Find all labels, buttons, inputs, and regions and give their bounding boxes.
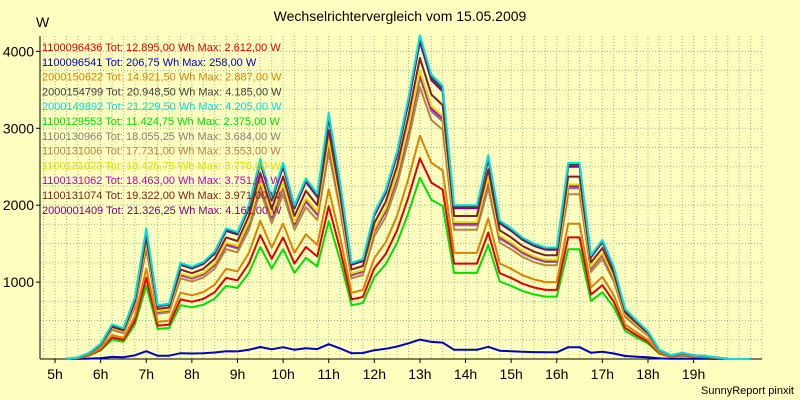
x-tick-label: 11h xyxy=(318,366,340,382)
legend-entry-1100096541: 1100096541 Tot: 206,75 Wh Max: 258,00 W xyxy=(42,57,257,69)
legend-entry-1100096436: 1100096436 Tot: 12.895,00 Wh Max: 2.612,… xyxy=(42,42,281,54)
x-tick-label: 7h xyxy=(138,366,154,382)
chart-title: Wechselrichtervergleich vom 15.05.2009 xyxy=(273,8,527,24)
legend-entry-1100129553: 1100129553 Tot: 11.424,75 Wh Max: 2.375,… xyxy=(42,116,281,128)
y-tick-label: 2000 xyxy=(3,197,34,213)
x-tick-label: 6h xyxy=(93,366,109,382)
y-tick-label: 1000 xyxy=(3,274,34,290)
y-tick-label: 4000 xyxy=(3,43,34,59)
x-tick-label: 19h xyxy=(682,366,705,382)
x-tick-label: 15h xyxy=(499,366,522,382)
y-axis-label: W xyxy=(36,14,50,30)
x-tick-label: 12h xyxy=(363,366,386,382)
legend-entry-2000150622: 2000150622 Tot: 14.921,50 Wh Max: 2.887,… xyxy=(42,72,282,84)
x-tick-label: 18h xyxy=(636,366,659,382)
x-tick-label: 13h xyxy=(408,366,431,382)
legend-entry-1100131006: 1100131006 Tot: 17.731,00 Wh Max: 3.553,… xyxy=(42,146,281,158)
legend-entry-2000154799: 2000154799 Tot: 20.948,50 Wh Max: 4.185,… xyxy=(42,86,282,98)
y-tick-label: 3000 xyxy=(3,120,34,136)
legend-entry-1100131023: 1100131023 Tot: 18.425,75 Wh Max: 3.770,… xyxy=(42,160,281,172)
series-line-1100129553 xyxy=(66,176,751,360)
series-line-1100096541 xyxy=(66,338,751,360)
x-tick-label: 8h xyxy=(184,366,200,382)
series-line-1100096436 xyxy=(66,157,751,360)
series-line-1100131023 xyxy=(66,69,751,360)
x-tick-label: 17h xyxy=(591,366,614,382)
x-tick-label: 16h xyxy=(545,366,568,382)
x-tick-label: 14h xyxy=(454,366,477,382)
legend-entry-2000149892: 2000149892 Tot: 21.229,50 Wh Max: 4.205,… xyxy=(42,101,282,113)
x-tick-label: 5h xyxy=(47,366,63,382)
legend-entry-1100131074: 1100131074 Tot: 19.322,00 Wh Max: 3.971,… xyxy=(42,190,281,202)
legend-entry-2000001409: 2000001409 Tot: 21.326,25 Wh Max: 4.161,… xyxy=(42,205,282,217)
series-line-2000149892 xyxy=(66,34,751,360)
x-tick-label: 9h xyxy=(230,366,246,382)
x-tick-label: 10h xyxy=(271,366,294,382)
footer-credit: SunnyReport pinxit xyxy=(701,385,794,397)
series-line-2000150622 xyxy=(66,134,751,360)
series-line-1100131074 xyxy=(66,56,751,360)
legend-entry-1100131062: 1100131062 Tot: 18.463,00 Wh Max: 3.751,… xyxy=(42,175,281,187)
legend-entry-1100130966: 1100130966 Tot: 18.055,25 Wh Max: 3.684,… xyxy=(42,131,281,143)
